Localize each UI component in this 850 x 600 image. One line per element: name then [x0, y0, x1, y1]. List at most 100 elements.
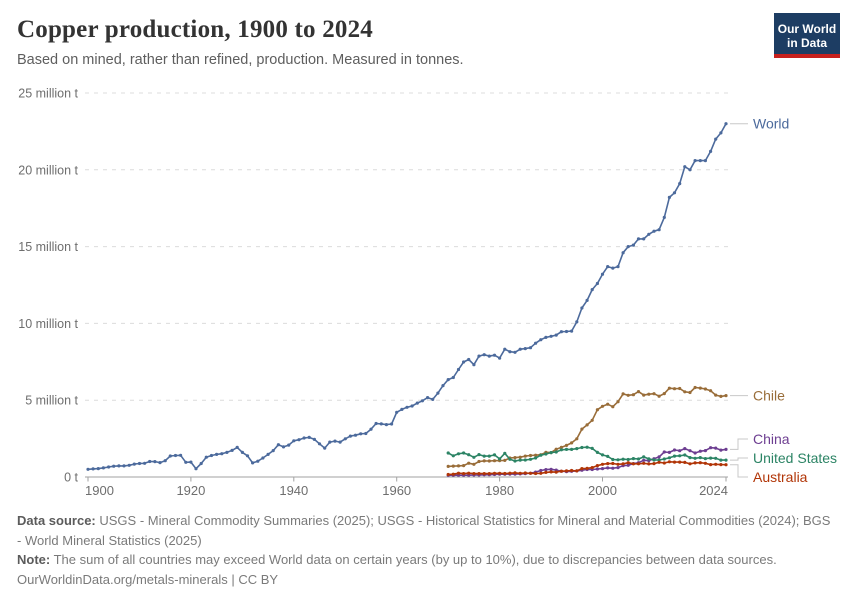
- series-line-world[interactable]: [87, 122, 727, 471]
- series-end-label-world[interactable]: World: [753, 116, 789, 132]
- owid-logo[interactable]: Our World in Data: [774, 13, 840, 58]
- series-point: [451, 375, 455, 380]
- series-point: [503, 458, 507, 462]
- series-point: [312, 437, 316, 441]
- series-point: [621, 392, 625, 396]
- series-end-label-united-states[interactable]: United States: [753, 450, 837, 466]
- series-point: [559, 469, 564, 473]
- series-point: [683, 460, 687, 464]
- series-point: [611, 266, 615, 270]
- series-point: [477, 453, 481, 457]
- series-point: [148, 459, 152, 464]
- series-point: [672, 454, 677, 458]
- series-point: [672, 387, 677, 391]
- series-point: [719, 448, 723, 452]
- series-point: [513, 471, 517, 475]
- series-point: [492, 353, 497, 357]
- series-point: [143, 461, 147, 465]
- series-point: [482, 454, 486, 458]
- series-point: [647, 392, 651, 396]
- series-point: [580, 306, 584, 310]
- series-point: [400, 407, 404, 411]
- series-point: [451, 472, 455, 476]
- series-point: [498, 356, 502, 360]
- series-point: [297, 438, 301, 442]
- series-point: [204, 455, 208, 459]
- series-point: [636, 390, 641, 394]
- series-point: [451, 454, 455, 458]
- series-point: [410, 404, 414, 408]
- series-point: [595, 467, 600, 471]
- series-point: [390, 422, 394, 426]
- series-point: [611, 457, 615, 462]
- series-point: [642, 455, 646, 459]
- series-point: [456, 464, 461, 468]
- series-point: [688, 390, 692, 395]
- series-point: [580, 467, 584, 471]
- series-point: [703, 461, 708, 465]
- series-point: [688, 456, 692, 460]
- x-tick-label: 1960: [382, 483, 411, 498]
- series-point: [215, 452, 219, 456]
- series-point: [703, 449, 708, 453]
- series-end-label-australia[interactable]: Australia: [753, 469, 808, 485]
- series-point: [667, 386, 672, 390]
- series-point: [359, 432, 363, 436]
- series-point: [518, 458, 522, 462]
- series-point: [503, 471, 507, 476]
- series-point: [703, 457, 708, 461]
- note-line: Note: The sum of all countries may excee…: [17, 550, 833, 570]
- series-point: [626, 461, 630, 465]
- series-point: [508, 457, 512, 461]
- series-point: [606, 265, 610, 269]
- series-point: [672, 460, 677, 464]
- series-point: [467, 461, 471, 465]
- series-point: [544, 468, 548, 472]
- series-point: [724, 463, 728, 467]
- series-point: [585, 466, 589, 470]
- series-point: [559, 330, 564, 334]
- series-point: [379, 422, 383, 426]
- series-point: [467, 471, 471, 475]
- series-point: [348, 434, 352, 438]
- series-point: [647, 457, 651, 461]
- series-point: [662, 392, 666, 396]
- series-point: [575, 320, 579, 324]
- series-point: [472, 363, 476, 367]
- series-point: [158, 461, 162, 465]
- series-point: [261, 456, 265, 460]
- series-point: [276, 443, 280, 447]
- series-point: [364, 431, 368, 436]
- series-point: [585, 445, 589, 449]
- series-end-label-chile[interactable]: Chile: [753, 388, 785, 404]
- series-point: [621, 251, 625, 255]
- series-point: [575, 437, 579, 441]
- series-end-label-china[interactable]: China: [753, 431, 790, 447]
- series-point: [698, 456, 702, 460]
- label-connector: [730, 464, 748, 478]
- data-source-line: Data source: USGS - Mineral Commodity Su…: [17, 511, 833, 550]
- series-point: [384, 423, 388, 427]
- series-point: [539, 453, 543, 457]
- series-point: [266, 452, 270, 456]
- series-point: [616, 458, 620, 462]
- series-point: [96, 467, 100, 471]
- series-point: [678, 449, 682, 453]
- series-point: [683, 453, 687, 457]
- y-tick-label: 10 million t: [18, 317, 78, 331]
- series-point: [698, 449, 702, 453]
- series-point: [667, 450, 672, 454]
- series-point: [616, 400, 620, 404]
- series-point: [508, 350, 512, 354]
- series-point: [642, 458, 646, 462]
- series-point: [714, 446, 718, 450]
- series-point: [688, 449, 692, 453]
- owid-logo-line2: in Data: [786, 35, 827, 50]
- series-point: [678, 386, 682, 391]
- series-point: [662, 215, 666, 219]
- series-point: [657, 394, 661, 398]
- series-point: [606, 462, 610, 466]
- series-point: [220, 452, 224, 456]
- series-point: [91, 467, 95, 471]
